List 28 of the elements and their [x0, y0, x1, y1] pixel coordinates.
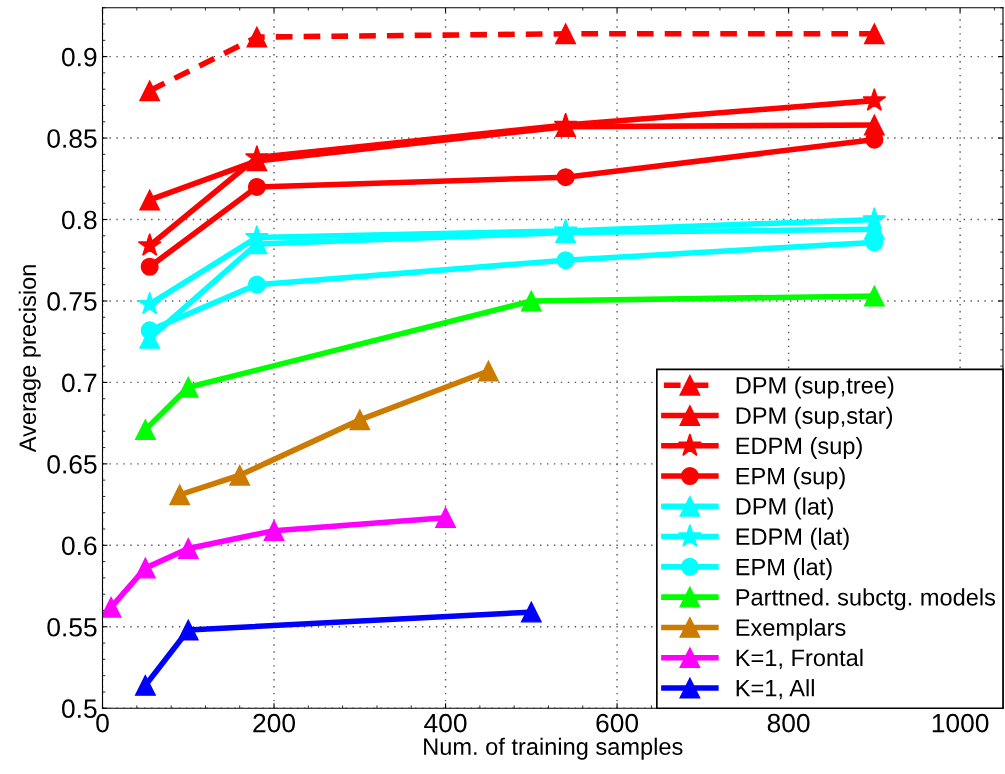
legend-label: K=1, All — [736, 679, 814, 700]
y-tick-label: 0.7 — [62, 373, 97, 393]
y-tick-label: 0.6 — [62, 536, 97, 556]
x-tick-label: 800 — [767, 713, 810, 733]
y-tick-label: 0.55 — [47, 617, 97, 637]
y-tick-label: 0.8 — [62, 210, 97, 230]
x-tick-label: 400 — [424, 713, 467, 733]
x-tick-label: 0 — [96, 713, 109, 733]
legend-label: K=1, Frontal — [736, 648, 863, 669]
y-tick-label: 0.9 — [62, 47, 97, 67]
y-tick-label: 0.85 — [47, 129, 97, 148]
legend-label: EPM (lat) — [736, 558, 832, 581]
x-tick-label: 200 — [253, 713, 296, 733]
legend-label: EDPM (sup) — [736, 436, 862, 459]
y-axis-title: Average precision — [18, 265, 41, 453]
x-axis-title: Num. of training samples — [424, 737, 683, 760]
legend-label: Parttned. subctg. models — [736, 588, 996, 611]
legend-label: Exemplars — [736, 618, 846, 641]
y-tick-label: 0.75 — [47, 292, 97, 311]
y-tick-label: 0.65 — [47, 454, 97, 474]
legend-label: EDPM (lat) — [736, 527, 849, 550]
legend-label: EPM (sup) — [736, 467, 845, 490]
legend-label: DPM (sup,tree) — [736, 376, 894, 399]
x-tick-label: 1000 — [932, 713, 989, 733]
y-tick-label: 0.5 — [62, 699, 97, 719]
x-tick-label: 600 — [596, 713, 639, 733]
legend-label: DPM (sup,star) — [736, 406, 893, 429]
legend-label: DPM (lat) — [736, 497, 833, 520]
